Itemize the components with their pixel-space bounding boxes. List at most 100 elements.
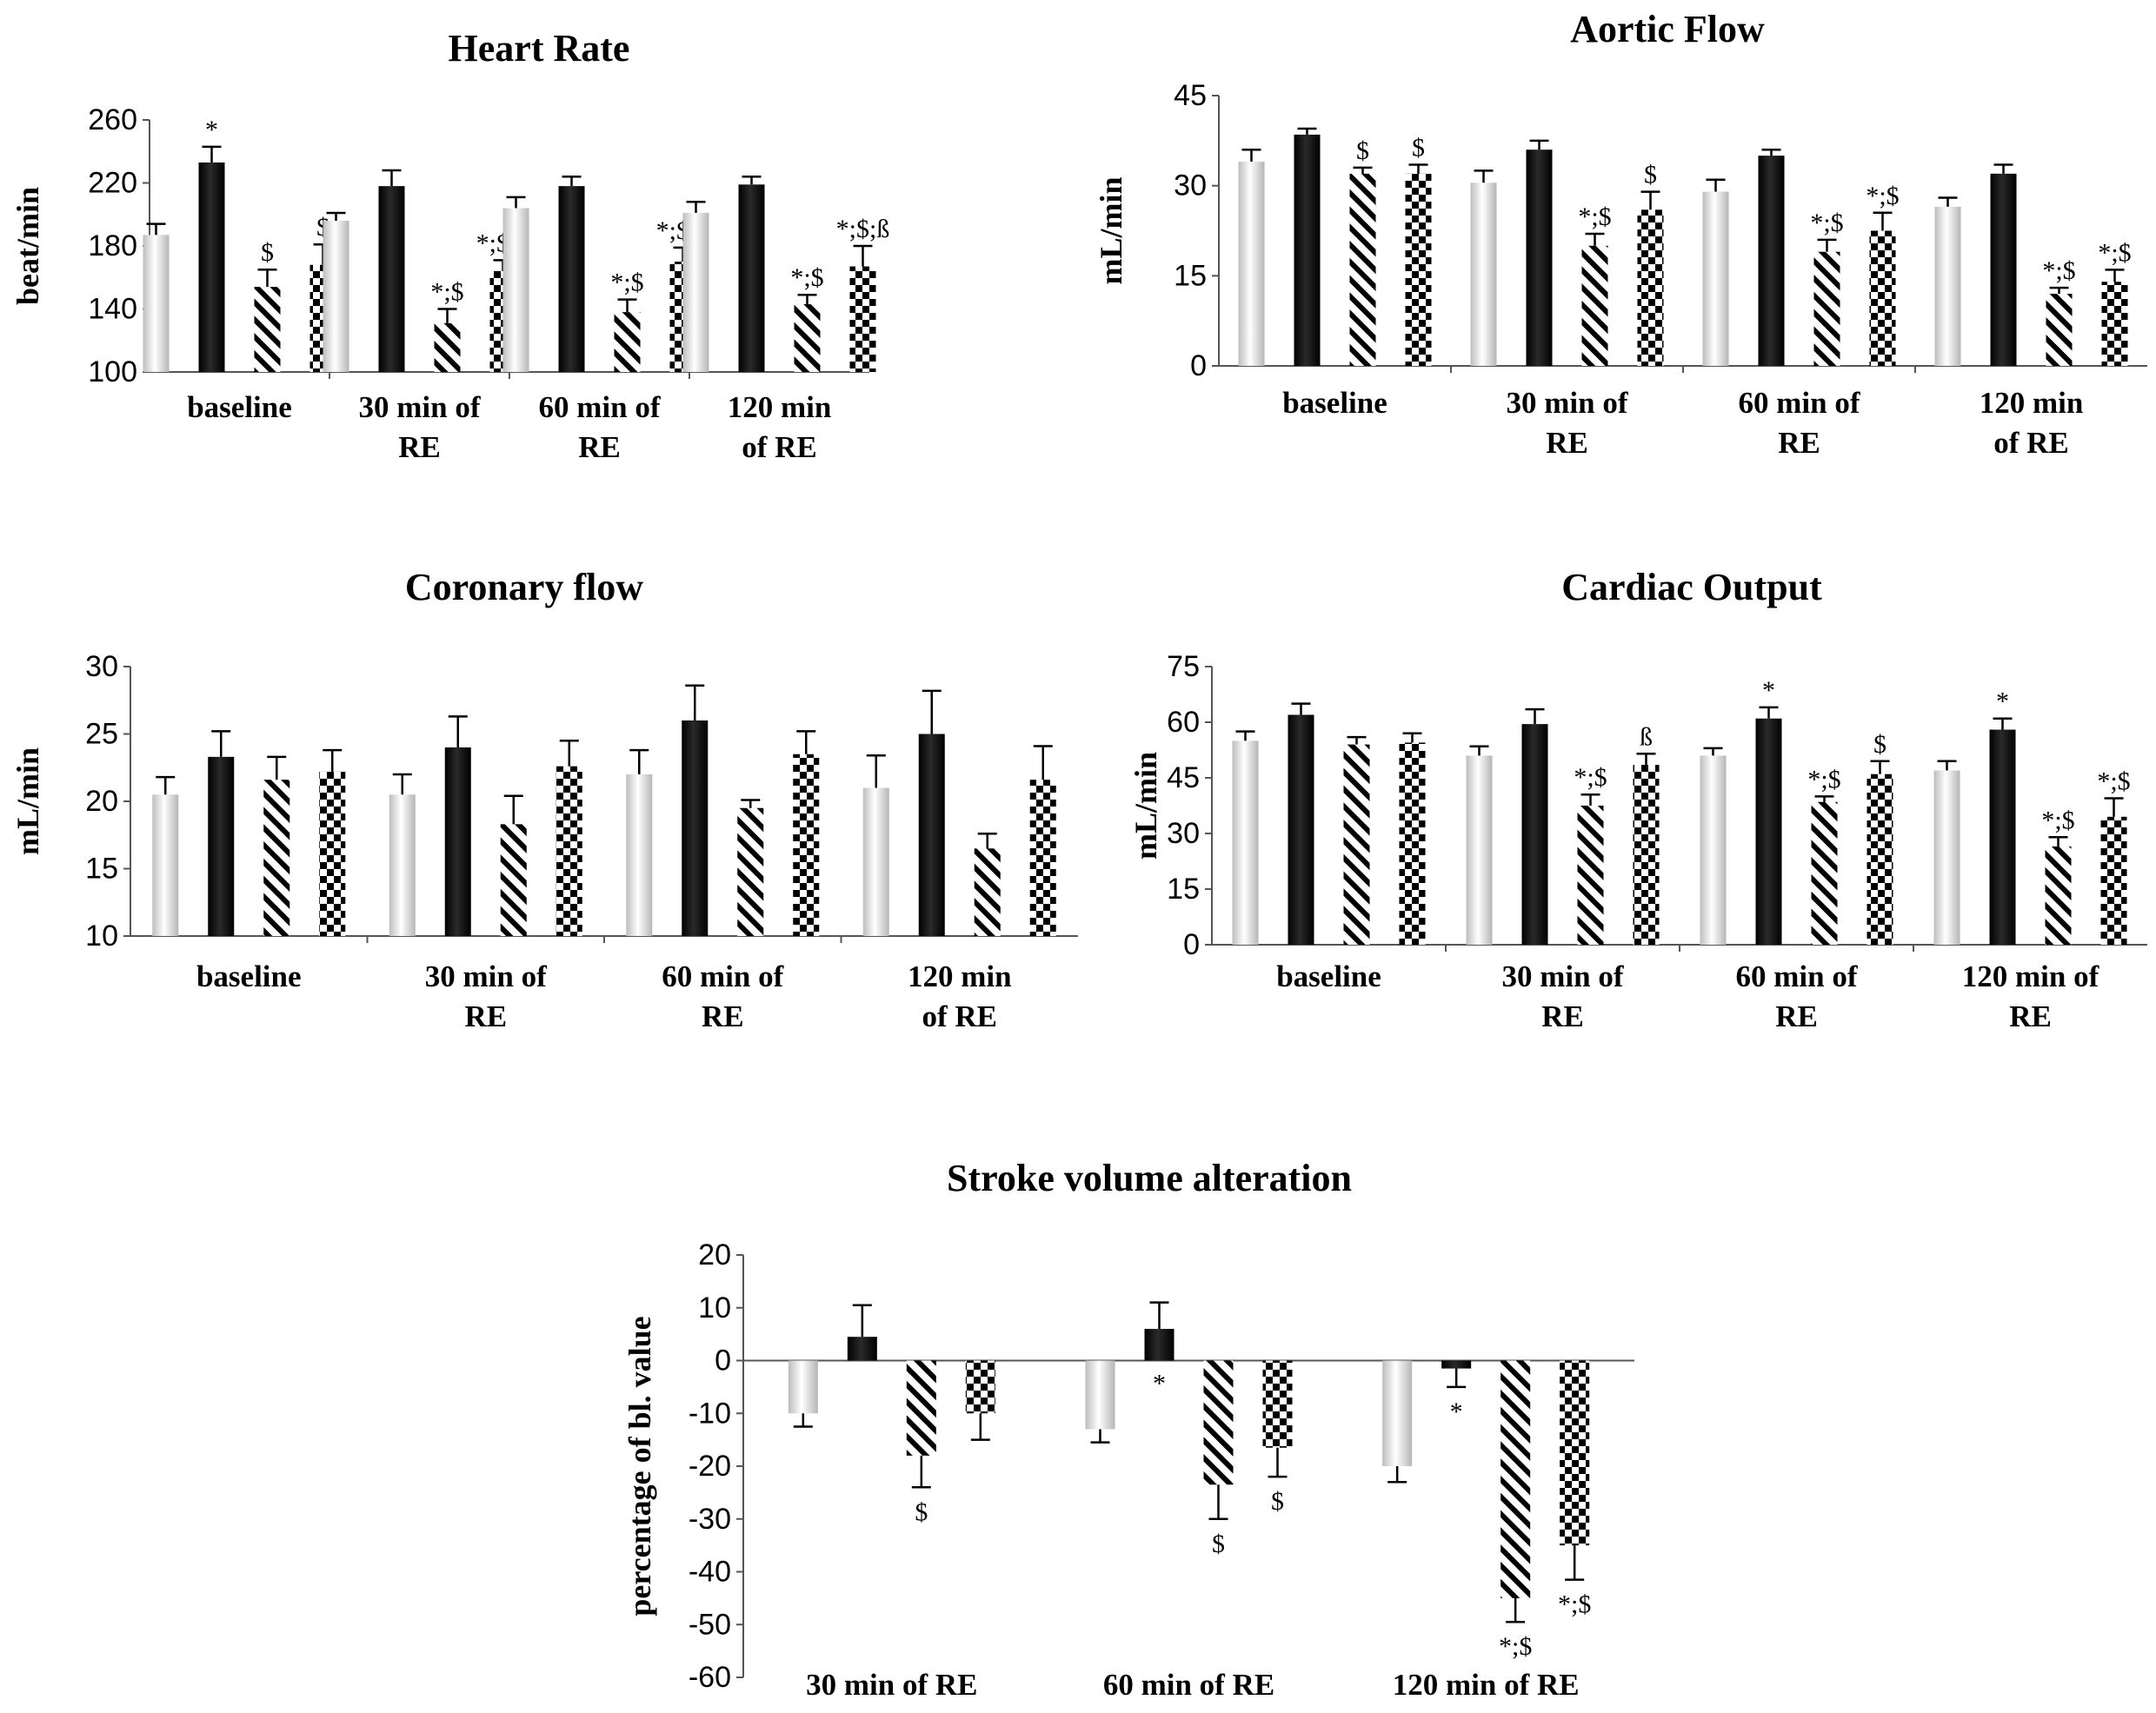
significance-label: *;$ (1499, 1632, 1532, 1661)
significance-label: *;$ (2098, 238, 2131, 267)
chart-aortic-flow: Aortic Flow mL/min 0 15 30 45 $ $ baseline *;$ $30… (1094, 8, 2147, 460)
x-category-label: 30 min of RE (806, 1668, 977, 1702)
chart-title: Cardiac Output (1561, 566, 1822, 608)
y-tick-label: 140 (88, 293, 137, 326)
y-tick-label: 0 (715, 1345, 731, 1378)
bar-checker (1867, 774, 1893, 945)
y-tick-label: -20 (689, 1450, 731, 1483)
bar-checker (1869, 230, 1896, 366)
bar-hatch (614, 312, 641, 372)
bar-grey (682, 212, 709, 372)
x-category-label: 30 min of RE (1502, 959, 1624, 1033)
bar-grey (626, 774, 653, 936)
bar-grey (1238, 162, 1265, 366)
bar-grey (1934, 206, 1961, 366)
x-category-label: 60 min of RE (1103, 1668, 1274, 1702)
bar-hatch (2045, 846, 2072, 945)
bar-checker (849, 266, 876, 372)
significance-label: *;$ (2097, 767, 2130, 795)
bar-hatch (1577, 806, 1604, 945)
bar-checker (2100, 816, 2127, 945)
y-tick-label: 60 (1167, 706, 1200, 739)
bar-hatch (1813, 251, 1840, 366)
bar-checker (965, 1360, 995, 1414)
bar-checker (1399, 742, 1426, 945)
x-category-label: 60 min of RE (662, 959, 783, 1033)
bar-grey (1382, 1360, 1413, 1466)
significance-label: ß (1640, 722, 1653, 751)
bar-hatch (1349, 173, 1376, 366)
y-tick-label: 260 (88, 103, 137, 136)
x-category-label: 60 min of RE (1736, 959, 1858, 1033)
significance-label: *;$ (1574, 763, 1607, 792)
bar-grey (1933, 770, 1960, 945)
x-category-label: 60 min of RE (1739, 386, 1860, 460)
bar-hatch (906, 1360, 936, 1456)
x-category-label: 120 min of RE (1393, 1668, 1580, 1702)
bar-black (847, 1337, 877, 1361)
y-axis-label: mL/min (1094, 176, 1128, 284)
bar-hatch (263, 780, 290, 936)
bar-black (918, 734, 945, 936)
y-tick-label: 100 (88, 355, 137, 388)
x-category-label: baseline (196, 959, 302, 993)
y-axis-label: beat/min (10, 187, 45, 305)
significance-label: * (1450, 1398, 1463, 1426)
bar-black (682, 720, 709, 936)
bar-black (1144, 1329, 1174, 1361)
y-axis-label: percentage of bl. value (622, 1316, 657, 1616)
y-tick-label: 0 (1190, 349, 1207, 382)
bar-grey (323, 221, 349, 372)
bar-black (208, 756, 235, 936)
y-tick-label: 45 (1174, 79, 1207, 112)
significance-label: *;$ (610, 269, 643, 297)
significance-label: $ (1271, 1487, 1284, 1516)
x-category-label: 120 min of RE (1980, 386, 2084, 460)
bar-black (1526, 149, 1553, 366)
y-tick-label: 30 (1174, 169, 1207, 203)
y-tick-label: 220 (88, 167, 137, 200)
bar-black (1758, 156, 1785, 366)
significance-label: *;$ (1578, 203, 1611, 231)
x-category-label: 60 min of RE (539, 390, 661, 464)
significance-label: $ (1212, 1530, 1225, 1558)
bar-black (378, 186, 405, 372)
significance-label: *;$ (2042, 256, 2075, 285)
x-category-label: 120 min of RE (908, 959, 1012, 1033)
y-tick-label: 10 (698, 1291, 731, 1325)
bar-hatch (254, 287, 281, 372)
x-category-label: 30 min of RE (359, 390, 481, 464)
significance-label: $ (261, 238, 274, 267)
bar-checker (793, 754, 820, 936)
y-tick-label: 20 (85, 785, 118, 818)
y-tick-label: 0 (1183, 928, 1200, 961)
bar-black (1990, 173, 2017, 366)
bar-hatch (794, 304, 821, 372)
chart-title: Stroke volume alteration (947, 1157, 1352, 1199)
bar-grey (1700, 755, 1727, 945)
bar-black (1288, 714, 1314, 945)
bar-hatch (1811, 801, 1838, 945)
chart-title: Heart Rate (449, 27, 630, 70)
significance-label: * (1996, 687, 2009, 716)
y-tick-label: 15 (1174, 259, 1207, 292)
bar-hatch (1581, 245, 1608, 366)
bar-checker (1560, 1360, 1590, 1546)
y-tick-label: 180 (88, 229, 137, 262)
chart-coronary-flow: Coronary flow mL/min 10 15 20 25 30 baseline 30 … (10, 566, 1078, 1033)
significance-label: *;$ (1810, 209, 1843, 237)
significance-label: *;$ (1807, 765, 1840, 793)
bar-black (1441, 1360, 1472, 1369)
significance-label: $ (1356, 136, 1369, 165)
bar-black (1755, 718, 1782, 945)
y-axis-label: mL/min (1128, 752, 1163, 860)
significance-label: $ (915, 1497, 928, 1526)
bar-black (738, 184, 765, 372)
significance-label: *;$;ß (836, 215, 890, 243)
bar-hatch (974, 848, 1001, 936)
bar-checker (1633, 765, 1660, 945)
y-tick-label: 25 (85, 718, 118, 751)
y-tick-label: 15 (1167, 873, 1200, 906)
bar-black (558, 186, 585, 372)
